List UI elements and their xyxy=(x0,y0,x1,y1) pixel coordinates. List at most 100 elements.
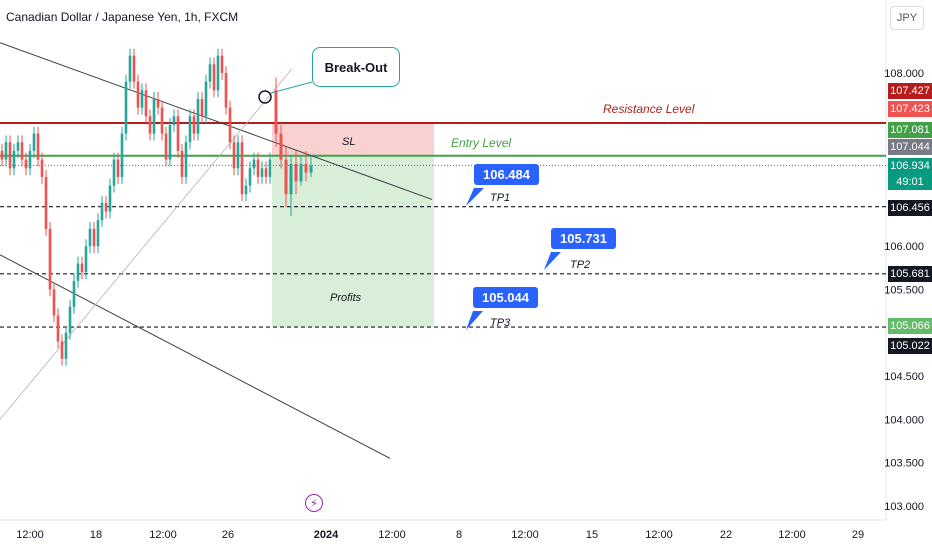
candle-body xyxy=(309,165,313,173)
candle-body xyxy=(72,280,76,307)
price-tag-tp3-a: 105.066 xyxy=(888,318,932,334)
y-tick-label: 106.000 xyxy=(884,241,924,253)
price-tag-tp1: 106.456 xyxy=(888,200,932,216)
x-tick-label: 12:00 xyxy=(645,529,673,541)
candle-body xyxy=(212,64,216,91)
candle-body xyxy=(60,341,64,359)
x-tick-label: 8 xyxy=(456,529,462,541)
candle-body xyxy=(248,168,252,186)
price-tag-entry-b: 107.044 xyxy=(888,139,932,155)
profits-label: Profits xyxy=(330,292,362,304)
rising-channel-trendline xyxy=(0,68,293,420)
y-tick-label: 103.000 xyxy=(884,501,924,513)
candle-body xyxy=(294,163,298,182)
candle-body xyxy=(52,289,56,316)
candle-body xyxy=(132,55,136,82)
candle-body xyxy=(48,228,52,290)
x-tick-label: 12:00 xyxy=(378,529,406,541)
candle-body xyxy=(232,142,236,169)
entry-label: Entry Level xyxy=(451,136,512,150)
candle-body xyxy=(268,159,272,177)
profit-zone xyxy=(272,155,434,328)
candle-body xyxy=(240,142,244,195)
upper-channel-trendline xyxy=(0,42,433,200)
candle-body xyxy=(264,168,268,177)
candle-body xyxy=(124,81,128,134)
candle-body xyxy=(164,133,168,160)
resistance-label: Resistance Level xyxy=(603,102,695,116)
tp1-pointer xyxy=(466,188,484,206)
candle-body xyxy=(12,150,16,169)
candle-body xyxy=(136,81,140,108)
candle-body xyxy=(140,90,144,108)
candle-body xyxy=(168,124,172,160)
candle-body xyxy=(160,107,164,134)
price-tag-resistance-a: 107.427 xyxy=(888,83,932,99)
candle-body xyxy=(144,90,148,117)
breakout-connector xyxy=(270,81,313,94)
price-tag-current: 106.934 xyxy=(888,158,932,174)
candle-body xyxy=(16,142,20,151)
tp2-pointer xyxy=(544,252,561,270)
candle-body xyxy=(128,55,132,82)
candle-body xyxy=(256,159,260,177)
candle-body xyxy=(289,163,293,195)
x-tick-label: 22 xyxy=(720,529,732,541)
candle-body xyxy=(24,159,28,169)
sl-label: SL xyxy=(342,136,356,148)
candle-body xyxy=(252,159,256,169)
y-tick-label: 103.500 xyxy=(884,458,924,470)
candle-body xyxy=(8,142,12,169)
tp1-callout: 106.484 xyxy=(474,164,539,185)
candle-body xyxy=(148,116,152,134)
breakout-callout: Break-Out xyxy=(312,47,400,87)
sl-zone xyxy=(272,122,434,156)
candle-body xyxy=(0,150,4,160)
tp3-callout: 105.044 xyxy=(473,287,538,308)
candle-body xyxy=(44,176,48,229)
candle-body xyxy=(176,116,180,151)
lightning-icon[interactable]: ⚡︎ xyxy=(305,494,323,512)
candle-body xyxy=(104,202,108,212)
lower-channel-trendline xyxy=(0,254,391,459)
candle-body xyxy=(20,142,24,160)
candle-body xyxy=(180,150,184,177)
chart-title: Canadian Dollar / Japanese Yen, 1h, FXCM xyxy=(6,10,239,24)
candle-body xyxy=(80,263,84,273)
y-tick-label: 104.500 xyxy=(884,371,924,383)
x-tick-label: 29 xyxy=(852,529,864,541)
tp3-label: TP3 xyxy=(490,317,511,329)
candle-body xyxy=(192,116,196,134)
candle-body xyxy=(274,90,278,134)
candle-body xyxy=(172,116,176,125)
currency-button[interactable]: JPY xyxy=(890,6,924,30)
candle-body xyxy=(152,98,156,134)
candle-body xyxy=(40,159,44,177)
price-tag-resistance-b: 107.423 xyxy=(888,101,932,117)
candle-body xyxy=(100,202,104,221)
x-tick-label: 15 xyxy=(586,529,598,541)
candle-body xyxy=(36,133,40,160)
x-tick-label: 12:00 xyxy=(511,529,539,541)
candle-body xyxy=(84,246,88,273)
candle-body xyxy=(4,142,8,160)
candle-body xyxy=(188,116,192,143)
y-tick-label: 104.000 xyxy=(884,414,924,426)
candle-body xyxy=(204,81,208,117)
candle-body xyxy=(68,306,72,333)
candle-body xyxy=(260,168,264,177)
candle-body xyxy=(304,163,308,173)
candle-body xyxy=(116,159,120,177)
candle-body xyxy=(32,133,36,151)
x-tick-label: 26 xyxy=(222,529,234,541)
candle-body xyxy=(216,55,220,91)
candle-body xyxy=(92,228,96,247)
candle-body xyxy=(76,263,80,281)
candle-body xyxy=(156,98,160,108)
tp2-callout: 105.731 xyxy=(551,228,616,249)
price-tag-entry-a: 107.081 xyxy=(888,122,932,138)
tp3-pointer xyxy=(466,311,483,330)
x-tick-label: 2024 xyxy=(314,529,339,541)
candle-body xyxy=(200,98,204,117)
